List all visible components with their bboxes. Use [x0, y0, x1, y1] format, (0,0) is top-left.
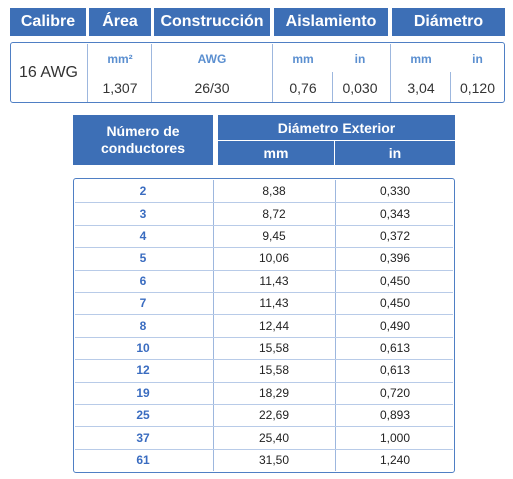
row-line — [75, 292, 453, 293]
conductor-count: 8 — [139, 318, 147, 333]
header-cell: in — [335, 141, 455, 165]
table-cell: 11,43 — [259, 296, 289, 311]
divider — [450, 72, 451, 102]
divider — [332, 72, 333, 102]
spec-value: 0,030 — [342, 80, 378, 96]
conductor-count: 3 — [139, 206, 147, 221]
table-cell: 0,450 — [379, 296, 411, 311]
table-body — [73, 178, 455, 474]
table-cell: 0,613 — [379, 363, 411, 378]
conductor-count: 37 — [136, 430, 150, 445]
divider — [272, 44, 273, 102]
header-cell: Diámetro — [392, 8, 505, 36]
spec-value: 0,120 — [459, 80, 496, 96]
conductor-count: 25 — [136, 408, 150, 423]
conductor-count: 12 — [136, 363, 150, 378]
conductor-count: 4 — [139, 228, 147, 243]
unit-label: AWG — [197, 52, 227, 66]
divider — [87, 44, 88, 102]
table-cell: 0,343 — [379, 206, 411, 221]
unit-label: mm — [292, 52, 314, 66]
row-line — [75, 224, 453, 226]
table-cell: 11,43 — [259, 273, 289, 288]
header-cell: Construcción — [154, 8, 270, 36]
spec-value: 0,76 — [289, 80, 317, 96]
conductor-count: 5 — [139, 251, 147, 266]
header-cell: mm — [218, 141, 334, 165]
table-cell: 25,40 — [258, 430, 290, 445]
table-cell: 9,45 — [262, 228, 286, 243]
divider — [151, 44, 152, 102]
row-line — [75, 404, 453, 405]
table-cell: 0,396 — [379, 251, 411, 266]
unit-label: mm — [410, 52, 432, 66]
conductor-count: 10 — [136, 340, 150, 355]
table-cell: 15,58 — [258, 363, 290, 378]
table-cell: 0,372 — [379, 228, 411, 243]
divider — [213, 180, 214, 472]
spec-value: 26/30 — [194, 80, 230, 96]
row-line — [75, 381, 453, 383]
table-cell: 1,240 — [379, 452, 411, 467]
table-cell: 0,490 — [379, 318, 411, 333]
table-cell: 0,720 — [379, 385, 411, 400]
table-cell: 22,69 — [258, 408, 290, 423]
header-cell: Número de conductores — [73, 115, 213, 165]
unit-label: mm² — [107, 52, 133, 66]
row-line — [75, 426, 453, 428]
spec-value: 3,04 — [407, 80, 435, 96]
header-cell: Aislamiento — [274, 8, 388, 36]
table-cell: 1,000 — [379, 430, 411, 445]
spec-box — [10, 42, 505, 103]
table-cell: 12,44 — [258, 318, 290, 333]
row-line — [75, 359, 453, 361]
table-cell: 8,72 — [262, 206, 286, 221]
table-cell: 8,38 — [262, 184, 286, 199]
table-cell: 0,893 — [379, 408, 411, 423]
table-cell: 0,330 — [379, 184, 411, 199]
divider — [335, 180, 336, 472]
row-line — [75, 314, 453, 316]
table-cell: 0,613 — [379, 340, 411, 355]
conductor-count: 7 — [139, 296, 147, 311]
table-cell: 0,450 — [379, 273, 411, 288]
table-cell: 18,29 — [258, 385, 290, 400]
row-line — [75, 448, 453, 450]
conductor-count: 2 — [139, 184, 147, 199]
row-line — [75, 247, 453, 249]
table-cell: 10,06 — [258, 251, 290, 266]
header-cell: Calibre — [10, 8, 86, 36]
header-cell: Diámetro Exterior — [218, 115, 455, 140]
conductor-count: 61 — [136, 452, 150, 467]
conductor-count: 6 — [139, 273, 147, 288]
unit-label: in — [354, 52, 366, 66]
row-line — [75, 269, 453, 271]
table-cell: 31,50 — [258, 452, 290, 467]
unit-label: in — [472, 52, 483, 66]
divider — [390, 44, 391, 102]
spec-value: 1,307 — [102, 80, 138, 96]
row-line — [75, 336, 453, 338]
row-line — [75, 202, 453, 204]
header-cell: Área — [89, 8, 151, 36]
gauge: 16 AWG — [19, 64, 78, 81]
conductor-count: 19 — [136, 385, 150, 400]
table-cell: 15,58 — [258, 340, 290, 355]
